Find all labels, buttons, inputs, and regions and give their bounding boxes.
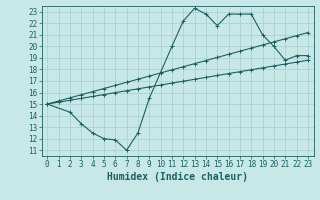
X-axis label: Humidex (Indice chaleur): Humidex (Indice chaleur): [107, 172, 248, 182]
